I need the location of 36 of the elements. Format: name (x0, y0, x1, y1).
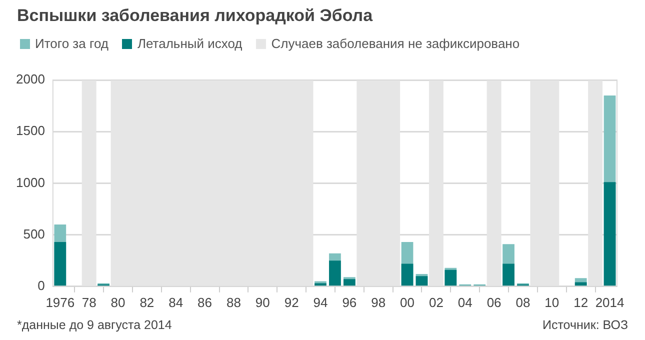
x-tick-label: 00 (400, 294, 415, 310)
x-tick-label: 96 (342, 294, 357, 310)
bar (401, 264, 414, 286)
bar (329, 260, 341, 286)
x-tick-label: 86 (198, 294, 212, 310)
x-tick-label: 1976 (46, 294, 75, 310)
x-tick-label: 06 (486, 294, 502, 310)
x-tick-label: 10 (544, 294, 560, 310)
x-tick-label: 80 (110, 294, 126, 310)
bar (574, 282, 587, 286)
x-tick-label: 12 (574, 294, 588, 310)
bar (54, 242, 66, 286)
x-tick-label: 90 (255, 294, 270, 310)
x-tick-label: 04 (458, 294, 472, 310)
x-tick-label: 94 (313, 294, 328, 310)
bar (502, 264, 514, 286)
y-tick-label: 0 (38, 278, 45, 293)
x-tick-label: 98 (371, 294, 386, 310)
y-tick-label: 2000 (16, 72, 45, 87)
x-tick-label: 84 (168, 294, 184, 310)
x-tick-label: 2014 (595, 294, 624, 310)
y-tick-label: 500 (23, 226, 45, 242)
text: *данные до 9 августа 2014 (17, 318, 172, 332)
x-tick-label: 78 (82, 294, 96, 310)
x-tick-label: 08 (516, 294, 530, 310)
y-tick-label: 1000 (16, 174, 45, 190)
y-tick-label: 1500 (16, 123, 45, 138)
x-tick-label: 92 (284, 294, 299, 310)
x-tick-label: 02 (428, 294, 444, 310)
x-tick-label: 88 (226, 294, 241, 310)
legend-label: Итого за год (34, 36, 108, 51)
legend-label: Случаев заболевания не зафиксировано (270, 36, 520, 51)
x-tick-label: 82 (140, 294, 154, 310)
text: Источник: ВОЗ (542, 318, 628, 332)
chart-title: Вспышки заболевания лихорадкой Эбола (17, 6, 373, 26)
legend-label: Летальный исход (136, 36, 242, 51)
